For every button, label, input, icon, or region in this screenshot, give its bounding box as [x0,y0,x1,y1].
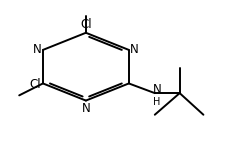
Text: N: N [33,43,42,56]
Text: H: H [153,97,160,107]
Text: Cl: Cl [29,78,40,91]
Text: N: N [129,43,138,56]
Text: Cl: Cl [80,18,91,31]
Text: N: N [81,102,90,115]
Text: N: N [152,83,161,96]
